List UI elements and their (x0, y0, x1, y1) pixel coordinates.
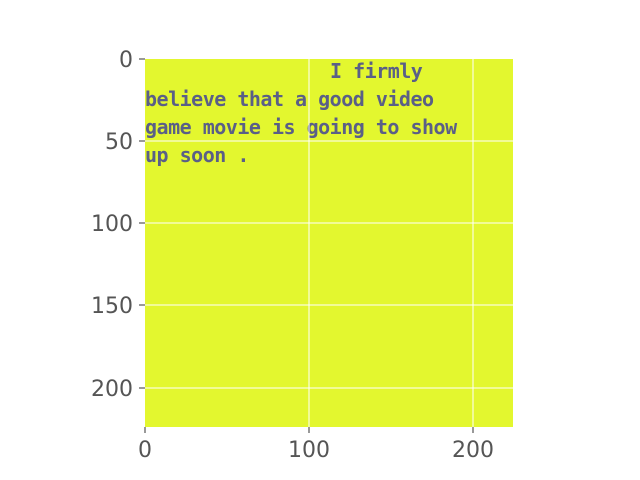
y-tick-label-150: 150 (91, 294, 133, 319)
image-text: I firmly believe that a good video game … (145, 59, 459, 167)
y-tick-label-100: 100 (91, 212, 133, 237)
y-tick-label-50: 50 (105, 130, 133, 155)
image-text-line-2: believe that a good video (145, 87, 434, 111)
y-tick-label-200: 200 (91, 377, 133, 402)
image-background (145, 59, 513, 427)
image-text-line-3: game movie is going to show (145, 115, 458, 139)
x-tick-label-200: 200 (452, 438, 494, 463)
x-tick-label-100: 100 (288, 438, 330, 463)
x-tick-label-0: 0 (138, 438, 152, 463)
image-text-line-1: I firmly (330, 59, 423, 83)
grid-lines (145, 59, 513, 427)
tick-marks (139, 58, 474, 433)
y-tick-label-0: 0 (119, 48, 133, 73)
image-text-line-4: up soon . (145, 143, 249, 167)
